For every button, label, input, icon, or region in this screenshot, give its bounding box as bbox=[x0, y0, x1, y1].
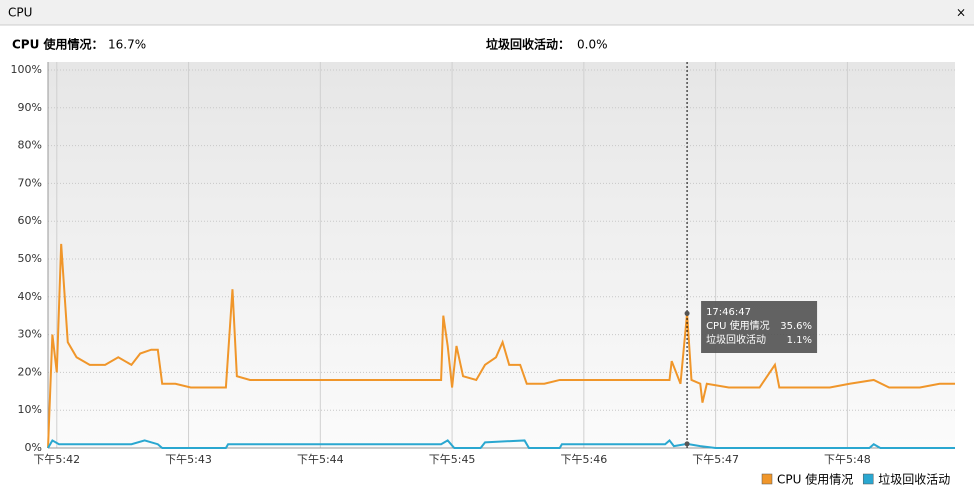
y-tick-label: 90% bbox=[18, 101, 42, 114]
y-tick-label: 60% bbox=[18, 214, 42, 227]
y-tick-label: 20% bbox=[18, 365, 42, 378]
gc-value: 0.0% bbox=[577, 38, 608, 52]
legend-label: CPU 使用情况 bbox=[777, 472, 853, 487]
y-tick-label: 0% bbox=[25, 441, 42, 454]
series-line bbox=[47, 243, 955, 449]
tooltip-label: 垃圾回收活动 bbox=[706, 333, 766, 346]
cpu-value: 16.7% bbox=[108, 38, 146, 52]
y-tick-label: 70% bbox=[18, 176, 42, 189]
y-tick-label: 80% bbox=[18, 139, 42, 152]
legend-swatch bbox=[862, 473, 874, 485]
x-tick-label: 下午5:47 bbox=[692, 453, 739, 466]
plot-area bbox=[48, 62, 955, 448]
legend-swatch bbox=[761, 473, 773, 485]
tab-title: CPU bbox=[8, 6, 32, 20]
tab-bar bbox=[0, 0, 974, 25]
legend-label: 垃圾回收活动 bbox=[878, 472, 950, 487]
x-tick-label: 下午5:42 bbox=[33, 453, 80, 466]
close-button[interactable]: × bbox=[956, 6, 966, 20]
x-tick-label: 下午5:43 bbox=[165, 453, 212, 466]
x-tick-label: 下午5:46 bbox=[561, 453, 608, 466]
y-tick-label: 10% bbox=[18, 403, 42, 416]
gc-label: 垃圾回收活动： bbox=[486, 37, 570, 52]
y-tick-label: 100% bbox=[11, 63, 42, 76]
tooltip-value: 1.1% bbox=[787, 335, 812, 346]
series-line bbox=[47, 438, 955, 449]
y-tick-label: 50% bbox=[18, 252, 42, 265]
tooltip-time: 17:46:47 bbox=[706, 307, 751, 318]
x-tick-label: 下午5:44 bbox=[297, 453, 344, 466]
hover-point bbox=[684, 441, 690, 447]
tooltip-value: 35.6% bbox=[780, 321, 812, 332]
y-tick-label: 40% bbox=[18, 290, 42, 303]
tooltip bbox=[701, 301, 818, 353]
tooltip-label: CPU 使用情况 bbox=[706, 319, 770, 332]
y-tick-label: 30% bbox=[18, 328, 42, 341]
cpu-label: CPU 使用情况： bbox=[12, 37, 104, 52]
x-tick-label: 下午5:45 bbox=[429, 453, 476, 466]
x-tick-label: 下午5:48 bbox=[824, 453, 871, 466]
hover-point bbox=[684, 310, 690, 316]
